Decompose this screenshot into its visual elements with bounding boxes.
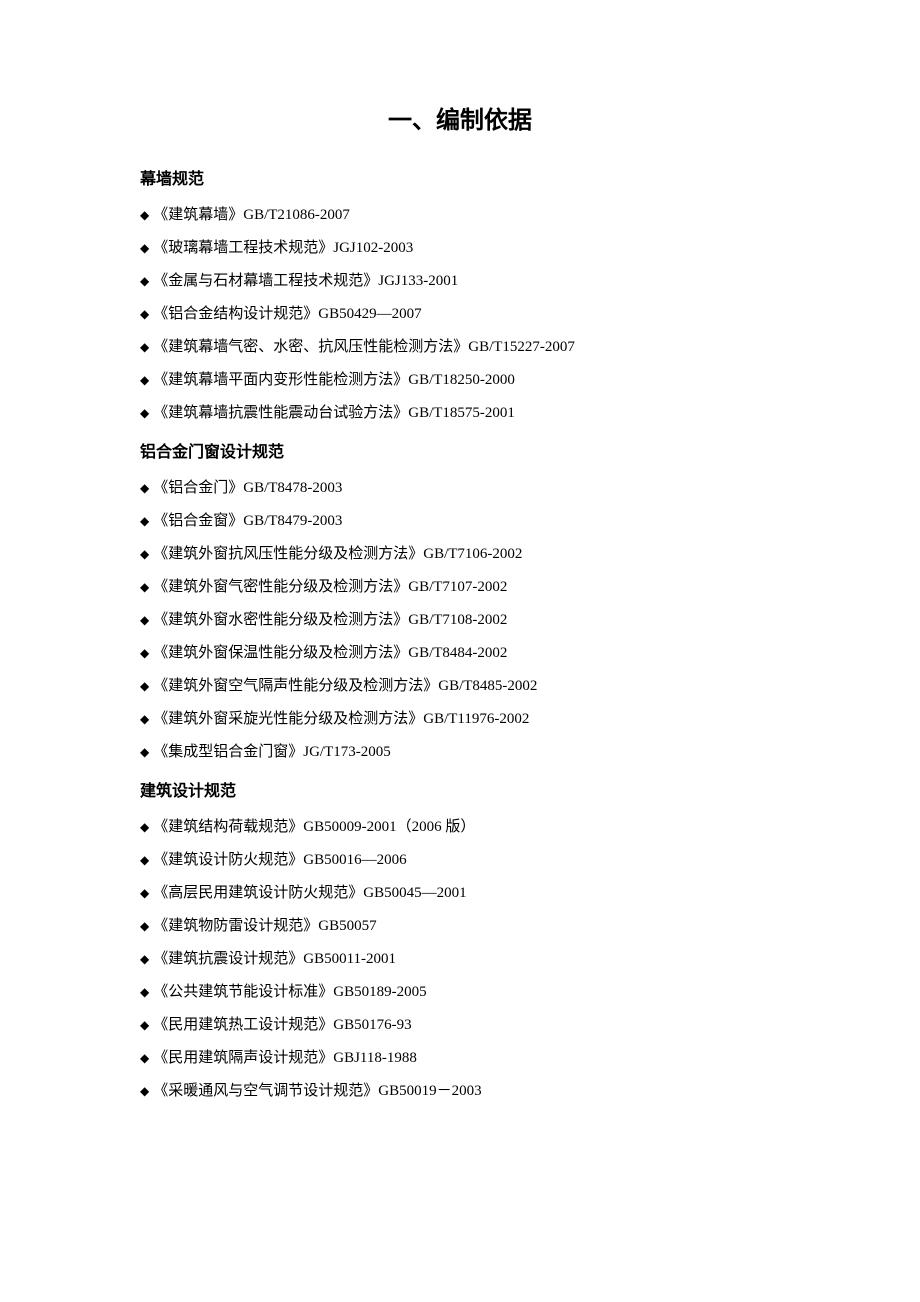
item-text: 《民用建筑热工设计规范》GB50176-93 [153,1009,411,1042]
item-text: 《建筑外窗抗风压性能分级及检测方法》GB/T7106-2002 [153,538,522,571]
section-0: 幕墙规范 ◆《建筑幕墙》GB/T21086-2007 ◆《玻璃幕墙工程技术规范》… [140,165,780,430]
list-item: ◆《民用建筑隔声设计规范》GBJ118-1988 [140,1042,780,1075]
bullet-icon: ◆ [140,367,149,393]
page-title: 一、编制依据 [140,100,780,135]
bullet-icon: ◆ [140,739,149,765]
item-text: 《采暖通风与空气调节设计规范》GB50019－2003 [153,1075,481,1108]
list-item: ◆《建筑设计防火规范》GB50016—2006 [140,844,780,877]
item-text: 《铝合金结构设计规范》GB50429—2007 [153,298,421,331]
list-item: ◆《玻璃幕墙工程技术规范》JGJ102-2003 [140,232,780,265]
bullet-icon: ◆ [140,334,149,360]
list-item: ◆《集成型铝合金门窗》JG/T173-2005 [140,736,780,769]
list-item: ◆《建筑结构荷载规范》GB50009-2001（2006 版） [140,811,780,844]
item-text: 《民用建筑隔声设计规范》GBJ118-1988 [153,1042,417,1075]
list-item: ◆《建筑幕墙》GB/T21086-2007 [140,199,780,232]
item-text: 《建筑物防雷设计规范》GB50057 [153,910,376,943]
list-item: ◆《建筑幕墙抗震性能震动台试验方法》GB/T18575-2001 [140,397,780,430]
item-text: 《建筑抗震设计规范》GB50011-2001 [153,943,396,976]
bullet-icon: ◆ [140,1045,149,1071]
bullet-icon: ◆ [140,301,149,327]
list-item: ◆《建筑外窗气密性能分级及检测方法》GB/T7107-2002 [140,571,780,604]
item-text: 《建筑设计防火规范》GB50016—2006 [153,844,406,877]
item-text: 《建筑幕墙》GB/T21086-2007 [153,199,350,232]
list-item: ◆《铝合金结构设计规范》GB50429—2007 [140,298,780,331]
list-item: ◆《民用建筑热工设计规范》GB50176-93 [140,1009,780,1042]
item-text: 《建筑结构荷载规范》GB50009-2001（2006 版） [153,811,475,844]
bullet-icon: ◆ [140,847,149,873]
bullet-icon: ◆ [140,880,149,906]
list-item: ◆《高层民用建筑设计防火规范》GB50045—2001 [140,877,780,910]
item-text: 《铝合金窗》GB/T8479-2003 [153,505,342,538]
list-item: ◆《建筑幕墙平面内变形性能检测方法》GB/T18250-2000 [140,364,780,397]
item-text: 《建筑幕墙抗震性能震动台试验方法》GB/T18575-2001 [153,397,515,430]
item-text: 《高层民用建筑设计防火规范》GB50045—2001 [153,877,466,910]
section-header: 建筑设计规范 [140,777,780,801]
bullet-icon: ◆ [140,235,149,261]
item-text: 《建筑外窗采旋光性能分级及检测方法》GB/T11976-2002 [153,703,529,736]
bullet-icon: ◆ [140,640,149,666]
item-text: 《建筑外窗空气隔声性能分级及检测方法》GB/T8485-2002 [153,670,537,703]
list-item: ◆《铝合金窗》GB/T8479-2003 [140,505,780,538]
bullet-icon: ◆ [140,508,149,534]
bullet-icon: ◆ [140,574,149,600]
bullet-icon: ◆ [140,814,149,840]
bullet-icon: ◆ [140,979,149,1005]
item-text: 《建筑外窗气密性能分级及检测方法》GB/T7107-2002 [153,571,507,604]
list-item: ◆《建筑外窗采旋光性能分级及检测方法》GB/T11976-2002 [140,703,780,736]
section-1: 铝合金门窗设计规范 ◆《铝合金门》GB/T8478-2003 ◆《铝合金窗》GB… [140,438,780,769]
list-item: ◆《采暖通风与空气调节设计规范》GB50019－2003 [140,1075,780,1108]
bullet-icon: ◆ [140,202,149,228]
list-item: ◆《建筑抗震设计规范》GB50011-2001 [140,943,780,976]
item-text: 《铝合金门》GB/T8478-2003 [153,472,342,505]
section-header: 幕墙规范 [140,165,780,189]
bullet-icon: ◆ [140,400,149,426]
list-item: ◆《公共建筑节能设计标准》GB50189-2005 [140,976,780,1009]
bullet-icon: ◆ [140,268,149,294]
list-item: ◆《建筑幕墙气密、水密、抗风压性能检测方法》GB/T15227-2007 [140,331,780,364]
item-text: 《集成型铝合金门窗》JG/T173-2005 [153,736,391,769]
bullet-icon: ◆ [140,706,149,732]
section-header: 铝合金门窗设计规范 [140,438,780,462]
list-item: ◆《建筑外窗水密性能分级及检测方法》GB/T7108-2002 [140,604,780,637]
bullet-icon: ◆ [140,1078,149,1104]
bullet-icon: ◆ [140,946,149,972]
item-text: 《建筑外窗水密性能分级及检测方法》GB/T7108-2002 [153,604,507,637]
item-text: 《建筑幕墙平面内变形性能检测方法》GB/T18250-2000 [153,364,515,397]
item-text: 《建筑外窗保温性能分级及检测方法》GB/T8484-2002 [153,637,507,670]
list-item: ◆《建筑物防雷设计规范》GB50057 [140,910,780,943]
list-item: ◆《建筑外窗保温性能分级及检测方法》GB/T8484-2002 [140,637,780,670]
item-text: 《公共建筑节能设计标准》GB50189-2005 [153,976,426,1009]
item-text: 《金属与石材幕墙工程技术规范》JGJ133-2001 [153,265,458,298]
item-text: 《建筑幕墙气密、水密、抗风压性能检测方法》GB/T15227-2007 [153,331,575,364]
list-item: ◆《金属与石材幕墙工程技术规范》JGJ133-2001 [140,265,780,298]
bullet-icon: ◆ [140,475,149,501]
bullet-icon: ◆ [140,541,149,567]
list-item: ◆《建筑外窗空气隔声性能分级及检测方法》GB/T8485-2002 [140,670,780,703]
bullet-icon: ◆ [140,1012,149,1038]
item-text: 《玻璃幕墙工程技术规范》JGJ102-2003 [153,232,413,265]
bullet-icon: ◆ [140,607,149,633]
section-2: 建筑设计规范 ◆《建筑结构荷载规范》GB50009-2001（2006 版） ◆… [140,777,780,1108]
bullet-icon: ◆ [140,913,149,939]
list-item: ◆《铝合金门》GB/T8478-2003 [140,472,780,505]
bullet-icon: ◆ [140,673,149,699]
list-item: ◆《建筑外窗抗风压性能分级及检测方法》GB/T7106-2002 [140,538,780,571]
